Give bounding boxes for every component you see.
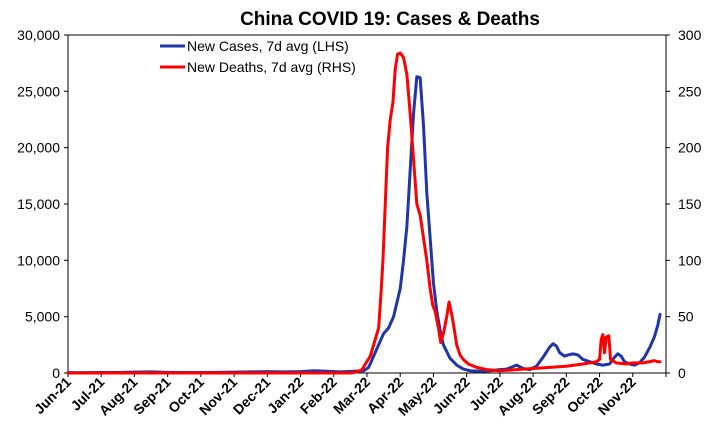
series-group bbox=[66, 51, 662, 375]
y-right-tick-label: 50 bbox=[678, 309, 694, 325]
x-axis: Jun-21Jul-21Aug-21Sep-21Oct-21Nov-21Dec-… bbox=[31, 373, 667, 419]
plot-border bbox=[67, 34, 667, 374]
y-right-tick-label: 300 bbox=[678, 27, 702, 43]
y-left-tick-label: 0 bbox=[52, 365, 60, 381]
chart-title: China COVID 19: Cases & Deaths bbox=[240, 9, 540, 30]
series-line-new-deaths bbox=[66, 51, 662, 375]
x-tick-label: Dec-21 bbox=[230, 374, 274, 418]
y-right-tick-label: 200 bbox=[678, 140, 702, 156]
y-left-tick-label: 20,000 bbox=[17, 140, 60, 156]
x-tick-label: Jun-22 bbox=[430, 374, 473, 417]
x-tick-label: Sep-21 bbox=[130, 374, 174, 418]
legend-label: New Deaths, 7d avg (RHS) bbox=[187, 59, 356, 75]
y-left-tick-label: 30,000 bbox=[17, 27, 60, 43]
series-line-new-cases bbox=[66, 75, 662, 375]
y-right-tick-label: 100 bbox=[678, 252, 702, 268]
y-left-tick-label: 25,000 bbox=[17, 83, 60, 99]
y-right-tick-label: 150 bbox=[678, 196, 702, 212]
plot-area bbox=[67, 34, 667, 374]
x-tick-label: Mar-22 bbox=[330, 374, 373, 417]
y-left-tick-label: 15,000 bbox=[17, 196, 60, 212]
x-tick-label: Sep-22 bbox=[529, 374, 573, 418]
x-tick-label: Nov-22 bbox=[595, 374, 639, 418]
legend-label: New Cases, 7d avg (LHS) bbox=[187, 38, 349, 54]
y-right-tick-label: 0 bbox=[678, 365, 686, 381]
legend: New Cases, 7d avg (LHS) New Deaths, 7d av… bbox=[160, 38, 356, 75]
y-axis-right: 0 50 100 150 200 250 300 bbox=[666, 27, 702, 381]
y-axis-left: 0 5,000 10,000 15,000 20,000 25,000 30,000 bbox=[17, 27, 68, 381]
y-right-tick-label: 250 bbox=[678, 83, 702, 99]
y-left-tick-label: 5,000 bbox=[25, 309, 60, 325]
y-left-tick-label: 10,000 bbox=[17, 252, 60, 268]
